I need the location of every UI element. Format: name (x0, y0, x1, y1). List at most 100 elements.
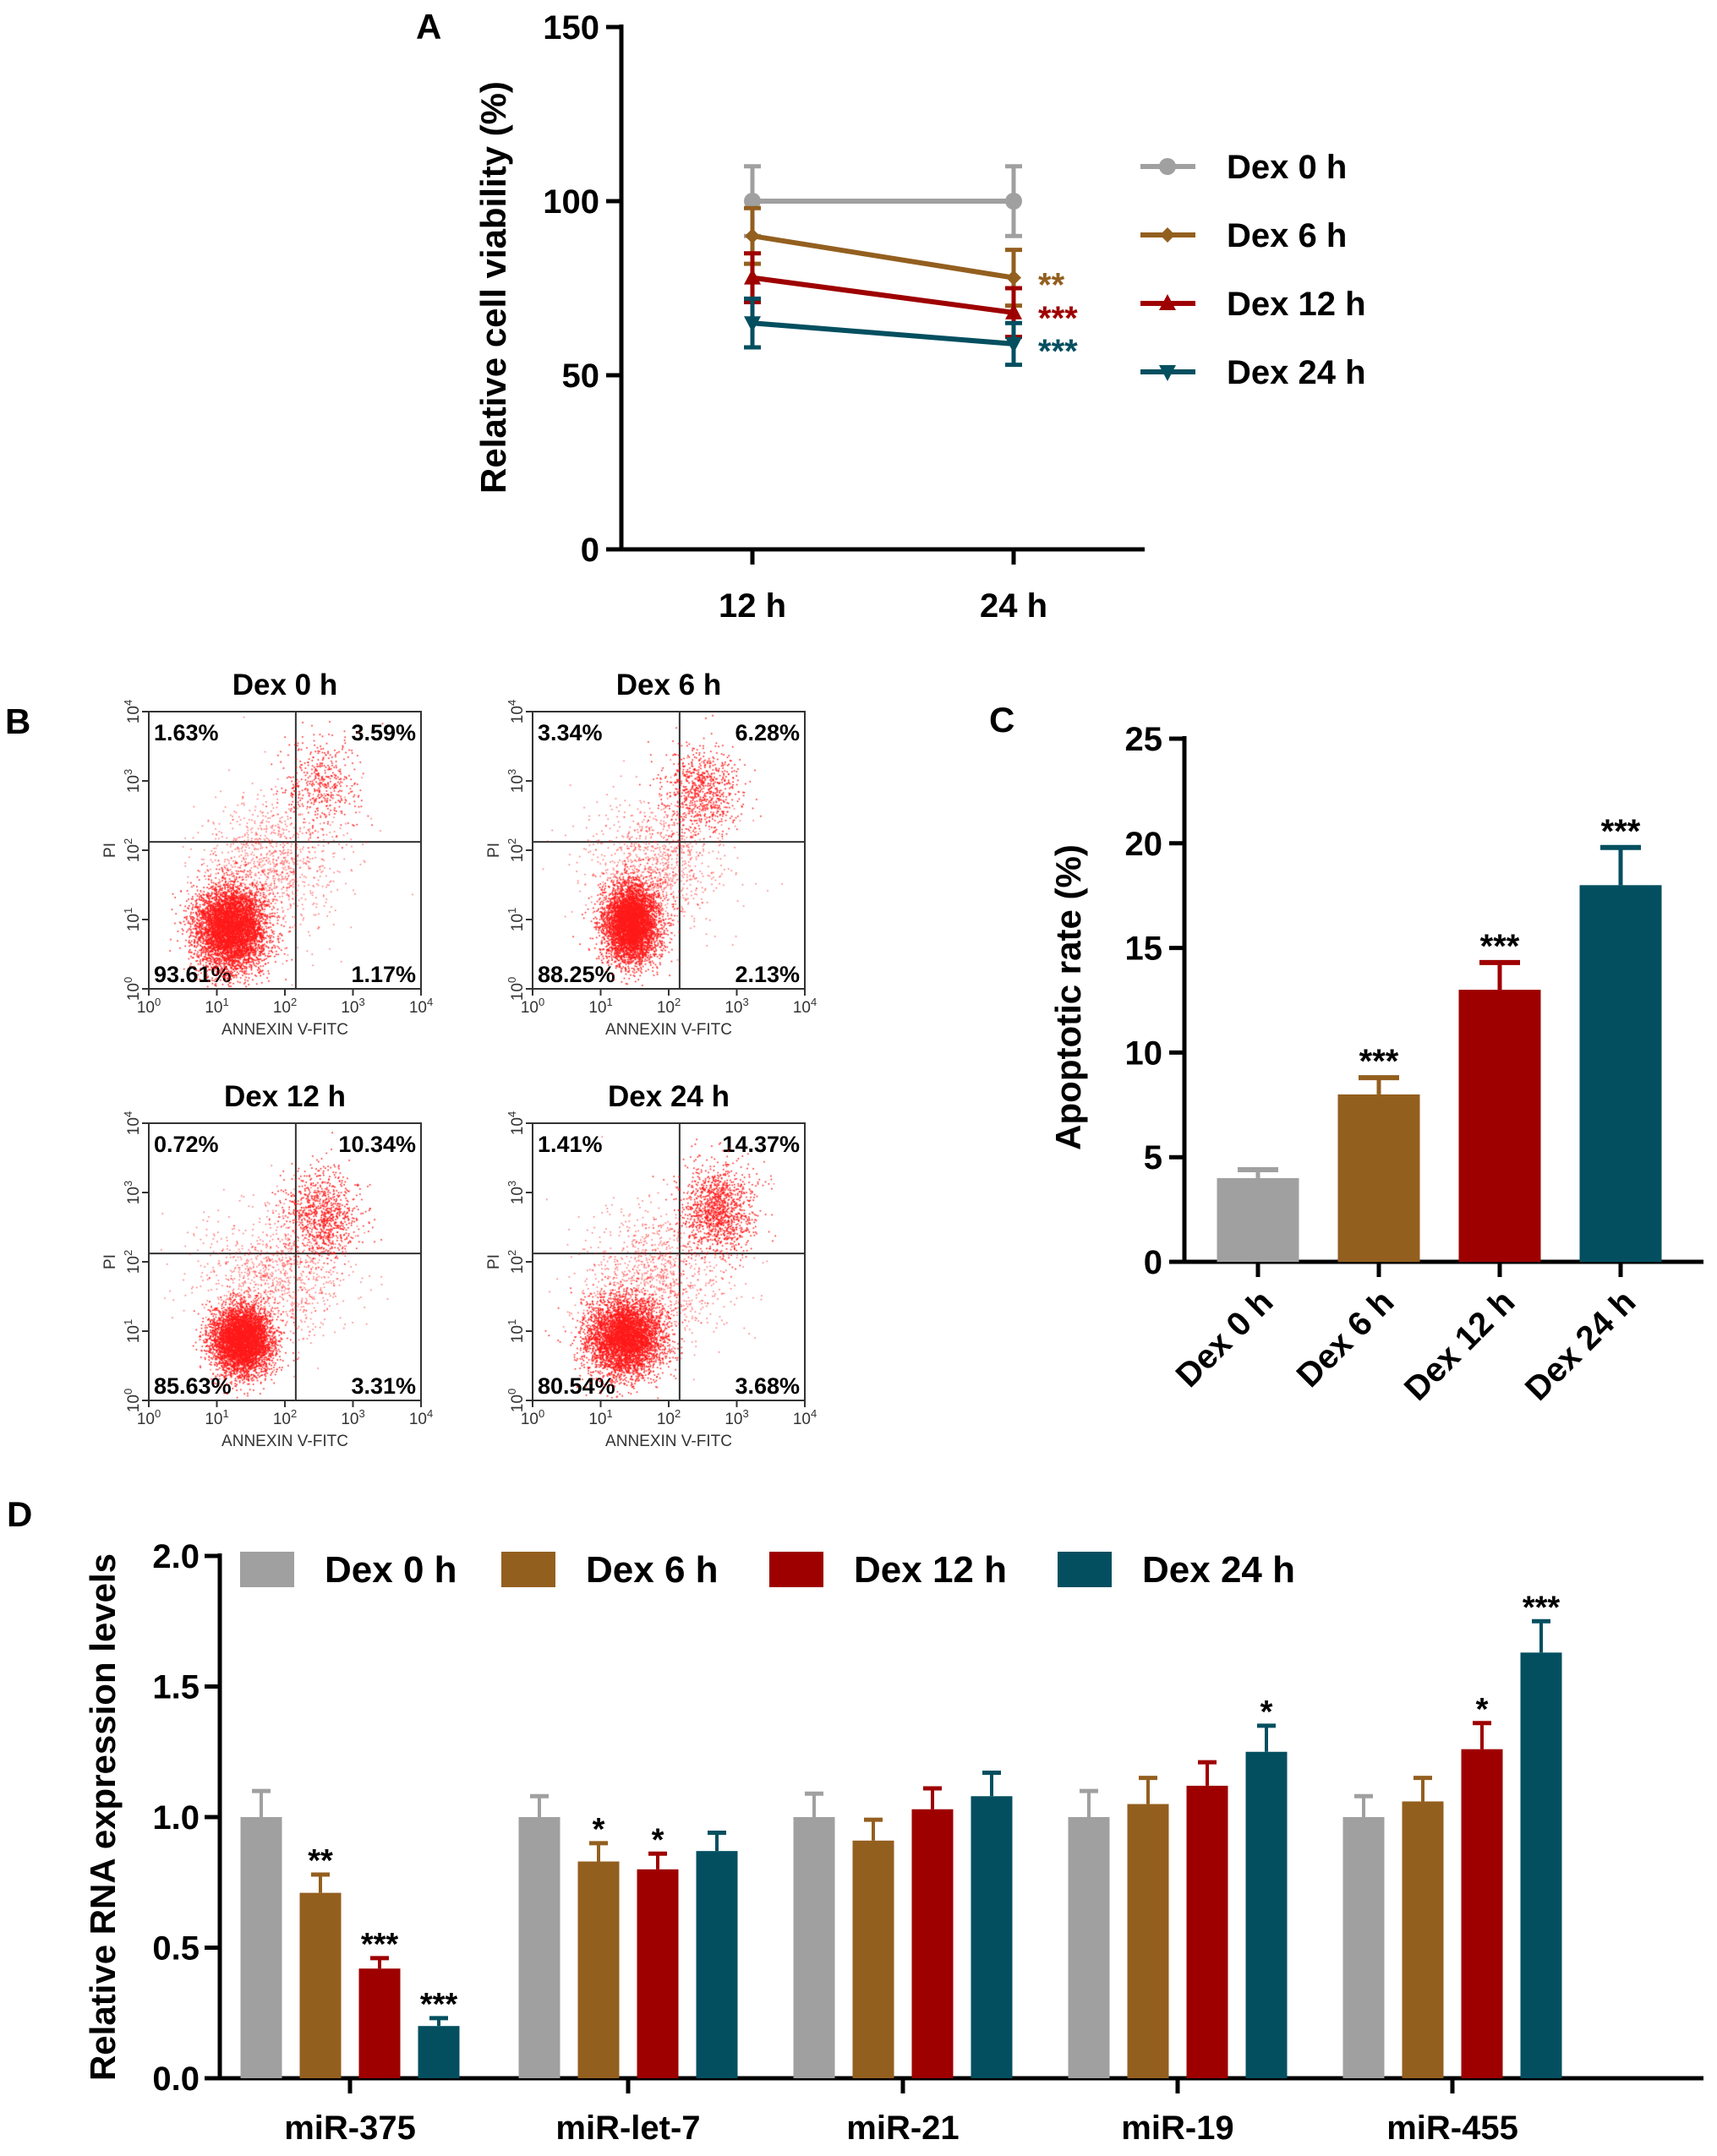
x-axis-label: ANNEXIN V-FITC (221, 1021, 348, 1039)
significance-label: ** (1038, 267, 1065, 304)
tick-exponent: 4 (506, 1111, 518, 1117)
flow-scatter-points (149, 1123, 421, 1400)
significance-label: ** (308, 1843, 333, 1879)
tick-exponent: 2 (291, 1407, 297, 1420)
bar (1245, 1751, 1288, 2078)
x-tick-label: 103 (725, 1407, 748, 1428)
tick-exponent: 2 (675, 1407, 681, 1420)
tick-exponent: 0 (506, 1389, 518, 1395)
y-axis-label: PI (485, 843, 503, 858)
y-tick-label: 100 (543, 183, 599, 221)
legend-marker-triangle-down (1159, 365, 1176, 381)
y-tick-label: 100 (122, 1389, 143, 1412)
tick-exponent: 0 (539, 996, 544, 1008)
y-tick-label: 1.5 (152, 1669, 200, 1706)
tick-exponent: 4 (427, 1407, 433, 1420)
legend-label: Dex 0 h (1227, 149, 1347, 186)
y-tick-label: 104 (122, 700, 143, 723)
flow-plot-title: Dex 6 h (616, 669, 722, 701)
y-tick-label: 101 (506, 1319, 527, 1343)
bar (1342, 1817, 1385, 2078)
x-tick-label: 12 h (719, 587, 786, 625)
x-tick-label: 102 (273, 1407, 297, 1428)
y-tick-label: 102 (506, 1250, 527, 1274)
tick-exponent: 2 (506, 1250, 518, 1256)
significance-label: * (1260, 1695, 1273, 1730)
y-tick-label: 104 (122, 1111, 143, 1135)
x-tick-label: miR-455 (1386, 2110, 1518, 2147)
legend-swatch (240, 1552, 294, 1587)
significance-label: *** (1480, 928, 1520, 965)
significance-label: *** (361, 1927, 399, 1962)
bar (696, 1851, 738, 2078)
tick-exponent: 3 (742, 996, 748, 1008)
y-axis-label: PI (485, 1254, 503, 1269)
y-tick-label: 0.5 (152, 1930, 200, 1968)
y-tick-label: 101 (122, 1319, 143, 1343)
bar (418, 2026, 460, 2078)
tick-exponent: 1 (122, 1319, 134, 1325)
flow-scatter-points (533, 1123, 805, 1400)
tick-exponent: 3 (742, 1407, 748, 1420)
tick-exponent: 1 (222, 1407, 228, 1420)
flow-plot-title: Dex 12 h (224, 1080, 346, 1113)
panel-label-d: D (7, 1494, 32, 1534)
y-tick-label: 103 (122, 769, 143, 793)
series-line-3 (752, 320, 1014, 347)
tick-exponent: 4 (811, 1407, 817, 1420)
data-point-triangle-down (744, 316, 761, 333)
bar (1520, 1652, 1562, 2078)
bar (1402, 1801, 1444, 2078)
legend-marker-diamond (1160, 227, 1175, 243)
y-axis-label: PI (101, 843, 119, 858)
tick-exponent: 3 (358, 1407, 364, 1420)
legend-label: Dex 6 h (1227, 217, 1347, 254)
y-axis-label: PI (101, 1254, 119, 1269)
y-tick-label: 100 (506, 1389, 527, 1412)
tick-exponent: 2 (506, 838, 518, 844)
y-tick-label: 5 (1144, 1139, 1162, 1176)
x-tick-label: 102 (273, 996, 297, 1017)
tick-exponent: 3 (122, 769, 134, 775)
bar (1337, 1094, 1420, 1262)
tick-exponent: 2 (291, 996, 297, 1008)
significance-label: *** (420, 1987, 458, 2022)
x-tick-label: 101 (588, 1407, 612, 1428)
legend-label: Dex 0 h (325, 1549, 457, 1591)
tick-exponent: 2 (122, 838, 134, 844)
x-tick-label: 103 (725, 996, 748, 1017)
y-tick-label: 100 (506, 977, 527, 1001)
x-tick-label: 101 (205, 1407, 228, 1428)
tick-exponent: 2 (122, 1250, 134, 1256)
x-tick-label: 104 (793, 1407, 817, 1428)
significance-label: *** (1359, 1043, 1399, 1080)
significance-label: * (593, 1812, 605, 1848)
y-tick-label: 101 (122, 908, 143, 931)
bar (1461, 1749, 1503, 2078)
tick-exponent: 0 (122, 1389, 134, 1395)
bar (793, 1817, 835, 2078)
tick-exponent: 4 (427, 996, 433, 1008)
x-tick-label: miR-21 (846, 2110, 959, 2147)
panel-label-b: B (5, 701, 30, 741)
tick-exponent: 4 (506, 700, 518, 706)
tick-exponent: 4 (811, 996, 817, 1008)
data-point-diamond (745, 228, 760, 244)
x-tick-label: Dex 12 h (1397, 1283, 1522, 1407)
tick-exponent: 1 (606, 1407, 612, 1420)
y-tick-label: 50 (562, 358, 600, 395)
significance-label: *** (1523, 1590, 1561, 1625)
tick-exponent: 1 (122, 908, 134, 914)
y-tick-label: 104 (506, 1111, 527, 1135)
legend-swatch (501, 1552, 555, 1587)
y-tick-label: 10 (1125, 1034, 1163, 1072)
significance-label: *** (1038, 300, 1078, 337)
series-line-1 (752, 233, 1014, 281)
x-tick-label: 104 (409, 1407, 433, 1428)
tick-exponent: 1 (606, 996, 612, 1008)
tick-exponent: 4 (122, 700, 134, 706)
x-tick-label: miR-let-7 (555, 2110, 700, 2147)
bar (971, 1796, 1013, 2078)
data-point-triangle-up (744, 268, 761, 285)
